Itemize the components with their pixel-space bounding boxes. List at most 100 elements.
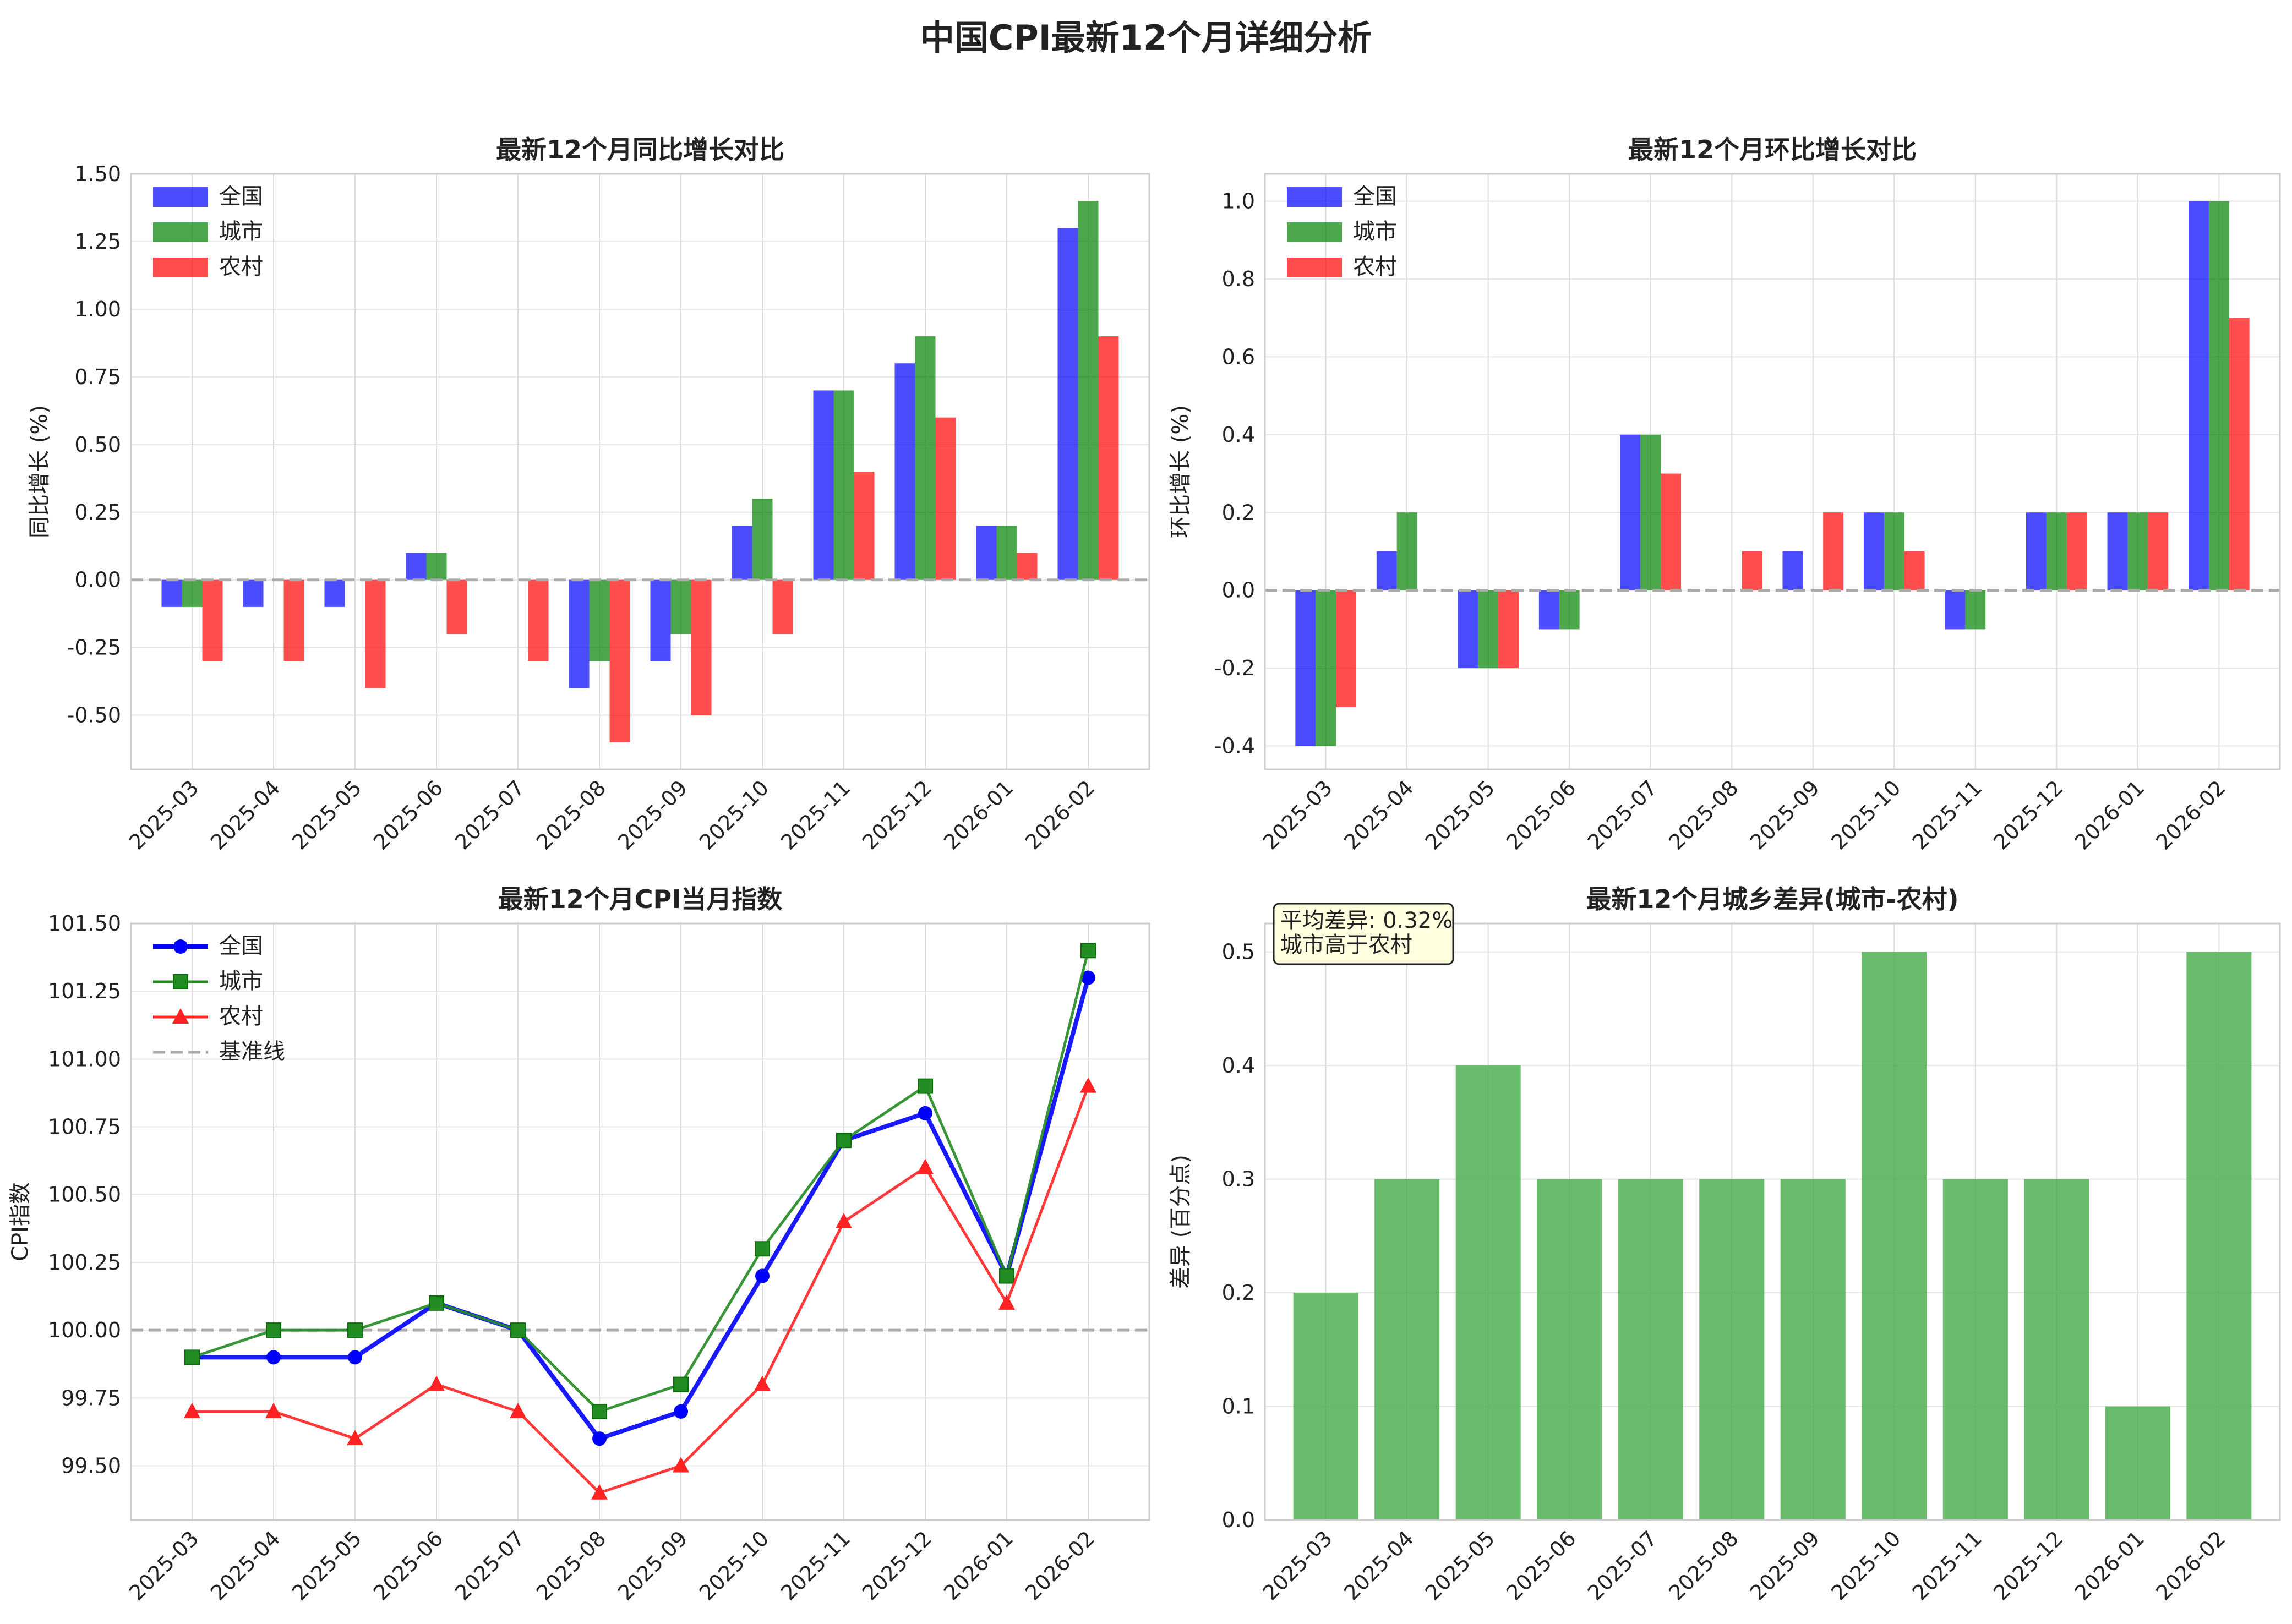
bar-3 <box>935 417 956 580</box>
marker-circle <box>173 939 188 954</box>
bar-3 <box>772 579 793 635</box>
x-tick-label: 2026-02 <box>1021 775 1099 854</box>
y-tick-label: 1.50 <box>74 162 121 186</box>
x-tick-label: 2025-10 <box>695 775 773 854</box>
marker-square <box>592 1403 607 1419</box>
bar-2 <box>2208 201 2229 590</box>
bar-1 <box>161 579 182 607</box>
panel-title: 最新12个月CPI当月指数 <box>498 884 783 914</box>
x-tick-label: 2025-11 <box>776 1526 855 1605</box>
marker-triangle <box>998 1294 1015 1310</box>
marker-triangle <box>184 1402 200 1418</box>
bar-1 <box>1782 551 1803 590</box>
y-tick-label: -0.4 <box>1214 734 1255 758</box>
y-tick-label: 1.0 <box>1222 189 1255 214</box>
bar-3 <box>283 579 304 661</box>
bar-3 <box>1017 553 1038 580</box>
x-tick-label: 2026-02 <box>2151 1526 2230 1605</box>
y-tick-label: 0.0 <box>1222 578 1255 603</box>
x-tick-label: 2025-06 <box>369 775 448 854</box>
legend-label: 城市 <box>1353 219 1397 244</box>
x-tick-label: 2026-01 <box>2070 1526 2149 1605</box>
x-tick-label: 2025-12 <box>1989 1526 2067 1605</box>
bar-2 <box>1965 590 1986 630</box>
y-tick-label: 0.0 <box>1222 1508 1255 1532</box>
bar-1 <box>1295 590 1316 746</box>
bar-2 <box>426 553 447 580</box>
chart-panel-3: 最新12个月CPI当月指数 99.50 99.75 100.00 100.25 100.5… <box>8 884 1150 1605</box>
x-tick-label: 2025-07 <box>1583 775 1662 854</box>
y-tick-label: 99.50 <box>61 1453 121 1478</box>
x-tick-label: 2025-09 <box>1745 1526 1824 1605</box>
plot-frame <box>130 922 1150 1521</box>
x-tick-label: 2026-02 <box>2151 775 2230 854</box>
bar-1 <box>2107 512 2128 590</box>
y-tick-label: 100.25 <box>48 1250 121 1275</box>
y-tick-label: 0.2 <box>1222 1281 1255 1305</box>
bar-3 <box>528 579 549 661</box>
x-tick-label: 2026-01 <box>939 775 1018 854</box>
marker-square <box>347 1322 363 1338</box>
x-tick-label: 2025-06 <box>369 1526 448 1605</box>
bar-1 <box>894 363 915 580</box>
diff-bar <box>2186 952 2252 1520</box>
marker-square <box>266 1322 281 1338</box>
series-line-3 <box>192 1085 1090 1495</box>
marker-triangle <box>591 1484 608 1500</box>
legend-swatch <box>153 222 208 242</box>
bar-2 <box>589 579 610 661</box>
bar-2 <box>1078 201 1099 580</box>
legend-label: 农村 <box>219 254 263 280</box>
chart-panel-2: 最新12个月环比增长对比 -0.4 -0.2 0.0 0.2 0.4 0.6 0.8 1.0 20… <box>1168 135 2281 855</box>
y-axis-label: 环比增长 (%) <box>1168 405 1193 538</box>
y-tick-label: 99.75 <box>61 1386 121 1410</box>
page-title: 中国CPI最新12个月详细分析 <box>920 18 1372 58</box>
x-tick-label: 2025-10 <box>1826 775 1905 854</box>
y-axis-label: 差异 (百分点) <box>1168 1155 1193 1289</box>
x-tick-label: 2025-05 <box>1421 775 1499 854</box>
x-tick-label: 2025-03 <box>1258 1526 1337 1605</box>
bar-1 <box>324 579 345 607</box>
marker-circle <box>918 1106 932 1120</box>
y-tick-label: 100.00 <box>48 1318 121 1342</box>
y-tick-label: 0.25 <box>74 500 121 524</box>
y-axis-label: 同比增长 (%) <box>27 405 52 538</box>
bar-3 <box>691 579 712 715</box>
plot-frame <box>130 173 1150 770</box>
annotation-text: 平均差异: 0.32% <box>1280 908 1453 933</box>
bar-3 <box>1336 590 1356 707</box>
x-tick-label: 2025-07 <box>450 775 529 854</box>
marker-square <box>918 1078 933 1094</box>
bar-2 <box>2046 512 2067 590</box>
y-tick-label: 0.6 <box>1222 345 1255 369</box>
y-tick-label: 101.00 <box>48 1047 121 1071</box>
bar-2 <box>670 579 691 635</box>
bar-1 <box>1863 512 1884 590</box>
bar-1 <box>1057 228 1078 580</box>
bar-1 <box>1620 434 1641 590</box>
series-line-1 <box>192 977 1090 1441</box>
x-tick-label: 2025-12 <box>858 1526 936 1605</box>
marker-triangle <box>428 1375 445 1391</box>
annotation-text: 城市高于农村 <box>1280 932 1412 958</box>
x-tick-label: 2025-06 <box>1502 1526 1580 1605</box>
x-tick-label: 2025-08 <box>532 775 610 854</box>
y-tick-label: 100.75 <box>48 1115 121 1139</box>
legend-swatch <box>1287 222 1342 242</box>
x-tick-label: 2026-01 <box>2070 775 2149 854</box>
bar-1 <box>406 553 427 580</box>
panel-title: 最新12个月同比增长对比 <box>496 135 784 165</box>
chart-panel-4: 最新12个月城乡差异(城市-农村) 0.0 0.1 0.2 0.3 0.4 0.5 2025-… <box>1168 884 2281 1605</box>
y-tick-label: 0.1 <box>1222 1395 1255 1419</box>
legend-swatch <box>1287 187 1342 207</box>
diff-bar <box>2024 1179 2089 1520</box>
bar-3 <box>1904 551 1925 590</box>
bar-3 <box>1098 336 1119 580</box>
bar-2 <box>1640 434 1661 590</box>
x-tick-label: 2025-08 <box>532 1526 610 1605</box>
marker-triangle <box>836 1213 852 1228</box>
y-tick-label: 0.5 <box>1222 940 1255 964</box>
x-tick-label: 2026-02 <box>1021 1526 1099 1605</box>
bar-1 <box>1538 590 1559 630</box>
bar-3 <box>2066 512 2087 590</box>
